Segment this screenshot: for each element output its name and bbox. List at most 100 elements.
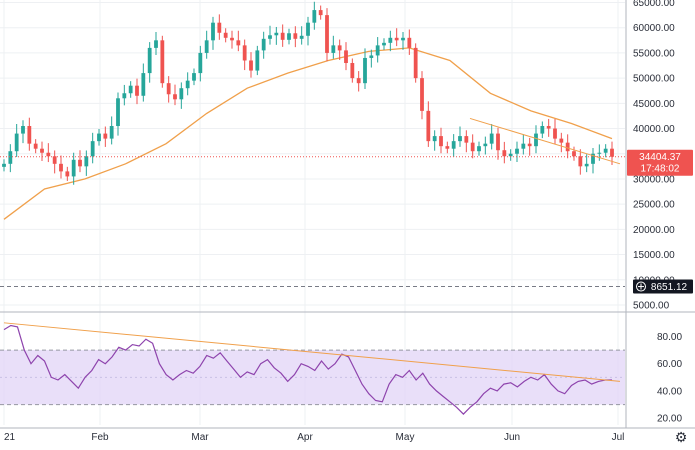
candle-body (65, 171, 70, 177)
trendlines (0, 117, 625, 165)
candle-body (268, 35, 272, 39)
candle-body (451, 141, 456, 149)
price-tick-label: 30000.00 (633, 174, 675, 185)
x-tick-label: Jul (612, 432, 625, 443)
x-tick-label: 21 (4, 432, 16, 443)
candle-body (242, 45, 247, 61)
candle-body (464, 136, 469, 143)
candle-body (312, 10, 317, 23)
candle-body (78, 159, 82, 167)
candle-body (147, 47, 152, 74)
candle-body (439, 136, 443, 147)
candle-body (546, 126, 551, 129)
moving-average (3, 47, 613, 220)
rsi-line (3, 324, 612, 415)
candle-body (249, 60, 253, 71)
candle-body (2, 163, 6, 167)
candle-body (375, 45, 380, 56)
candle-body (211, 22, 215, 41)
countdown-label: 17:48:02 (641, 164, 680, 175)
candle-body (293, 33, 298, 39)
candle-body (521, 143, 526, 149)
candle-body (388, 37, 393, 43)
candle-body (230, 37, 234, 41)
candle-body (223, 32, 228, 38)
settings-gear-icon[interactable]: ⚙ (675, 430, 688, 446)
candle-body (255, 50, 260, 71)
candle-body (470, 142, 475, 152)
candle-body (483, 143, 488, 147)
candle-body (477, 146, 481, 152)
rsi-trendline (3, 322, 621, 382)
candle-body (204, 40, 209, 53)
candle-body (508, 153, 513, 157)
candle-body (350, 63, 355, 79)
price-tick-label: 5000.00 (633, 300, 670, 311)
candle-body (584, 163, 589, 167)
x-tick-label: Mar (191, 432, 209, 443)
x-tick-label: Apr (297, 432, 313, 443)
current-price-badge (627, 149, 693, 176)
price-tick-label: 65000.00 (633, 0, 675, 9)
candle-body (382, 42, 386, 46)
candle-body (280, 32, 285, 40)
candle-body (122, 93, 127, 99)
candle-body (565, 142, 570, 152)
candle-body (192, 73, 196, 81)
x-tick-label: Feb (91, 432, 109, 443)
rsi-tick-label: 80.00 (657, 332, 682, 343)
candle-body (578, 156, 583, 167)
candle-body (14, 133, 19, 152)
price-tick-label: 40000.00 (633, 124, 675, 135)
candle-body (356, 78, 361, 84)
price-tick-label: 15000.00 (633, 250, 675, 261)
crosshair-price-label: 8651.12 (651, 282, 688, 293)
candle-body (274, 32, 279, 36)
candle-body (413, 47, 418, 79)
candle-body (527, 143, 532, 147)
candle-body (344, 50, 348, 64)
candle-body (198, 52, 203, 74)
candle-body (603, 148, 608, 153)
candle-body (331, 45, 336, 53)
moving-average-line (3, 47, 613, 220)
candle-body (236, 40, 241, 46)
candle-body (185, 80, 190, 89)
candle-body (401, 37, 405, 41)
candle-body (318, 10, 323, 16)
candle-body (71, 159, 76, 177)
candle-body (426, 110, 431, 142)
candle-body (84, 156, 89, 167)
candle-body (337, 45, 342, 51)
candle-body (540, 126, 545, 134)
candle-body (135, 85, 139, 96)
candle-body (394, 37, 399, 41)
candle-body (420, 78, 424, 111)
candle-body (46, 152, 51, 157)
candle-body (591, 153, 595, 164)
candle-body (597, 152, 602, 154)
price-tick-label: 25000.00 (633, 200, 675, 211)
candle-body (154, 40, 158, 48)
price-tick-label: 45000.00 (633, 99, 675, 110)
add-plus-icon[interactable] (636, 281, 646, 292)
candle-body (287, 33, 291, 40)
candle-body (432, 136, 437, 142)
candle-body (534, 133, 538, 147)
candle-body (97, 133, 101, 142)
candle-body (559, 138, 564, 143)
candle-body (33, 143, 38, 149)
candle-body (103, 133, 108, 139)
candle-body (52, 156, 57, 164)
candle-body (109, 126, 114, 139)
candle-body (141, 73, 146, 96)
x-tick-label: May (396, 432, 415, 443)
candle-body (515, 148, 519, 154)
rsi-tick-label: 40.00 (657, 386, 682, 397)
candle-body (179, 88, 184, 100)
rsi-tick-label: 20.00 (657, 414, 682, 425)
candle-body (325, 15, 329, 53)
candle-body (553, 128, 557, 139)
